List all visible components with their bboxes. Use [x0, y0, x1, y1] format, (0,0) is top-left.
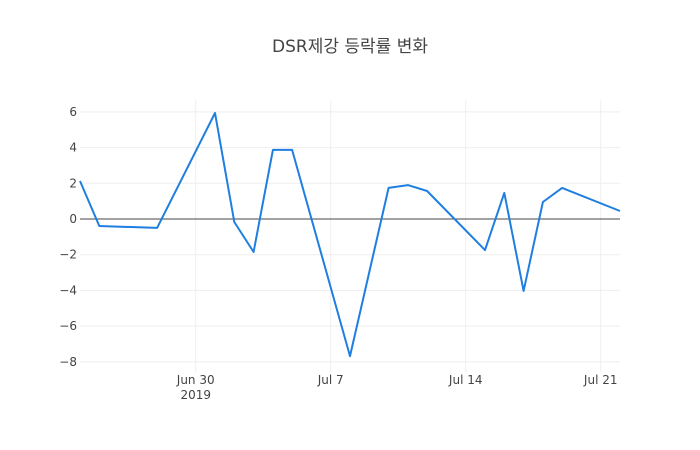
y-tick-label: 0 [69, 212, 77, 226]
x-tick-label: Jul 7 [317, 373, 344, 387]
gridlines [80, 100, 620, 372]
y-tick-label: 6 [69, 105, 77, 119]
y-tick-label: −6 [59, 319, 77, 333]
y-axis: 6 4 2 0 −2 −4 −6 −8 [59, 105, 77, 369]
y-tick-label: −8 [59, 355, 77, 369]
y-tick-label: −2 [59, 248, 77, 262]
y-tick-label: −4 [59, 283, 77, 297]
x-tick-label: Jun 30 [176, 373, 215, 387]
series-line[interactable] [79, 112, 621, 358]
x-tick-label: Jul 21 [583, 373, 618, 387]
x-tick-label: Jul 14 [448, 373, 483, 387]
y-tick-label: 4 [69, 141, 77, 155]
y-tick-label: 2 [69, 176, 77, 190]
chart-title: DSR제강 등락률 변화 [272, 37, 428, 57]
x-tick-sublabel: 2019 [180, 388, 211, 402]
